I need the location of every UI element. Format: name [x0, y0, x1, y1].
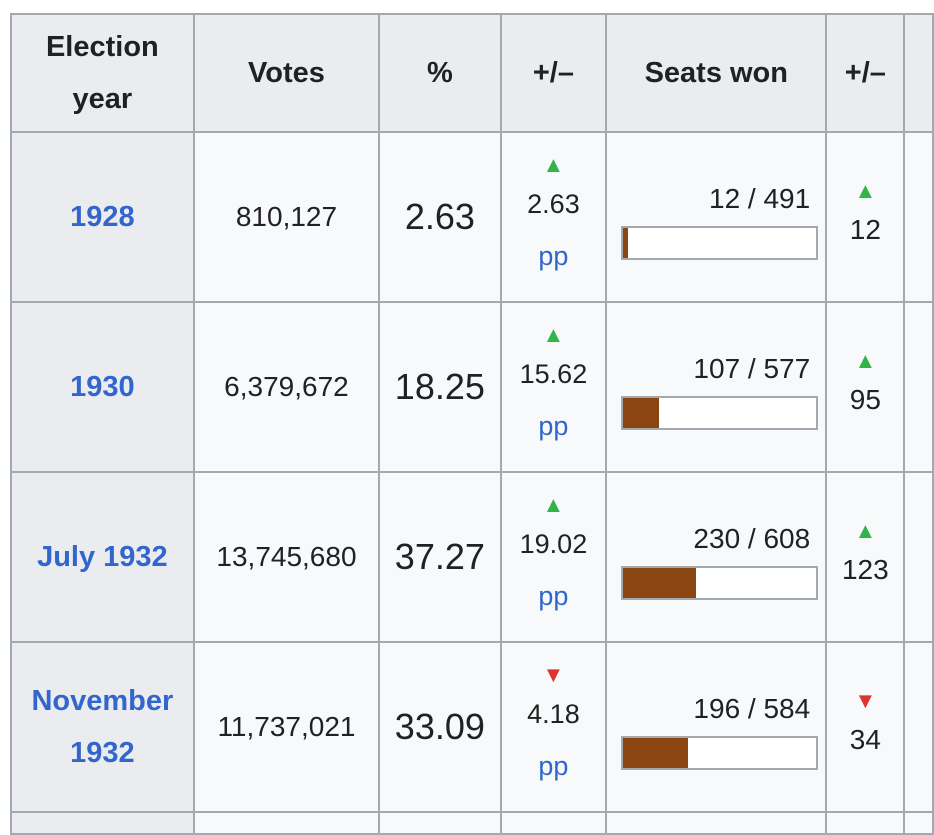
header-election-year-line1: Election: [45, 31, 159, 63]
partial-cell: [378, 811, 502, 835]
percent-change-cell: ▲ 15.62 pp: [499, 301, 608, 473]
header-row: Election year Votes % +/– Seats won +/–: [10, 13, 934, 133]
increase-arrow-icon: ▲: [542, 152, 565, 177]
seats-won-cell: 196 / 584: [605, 641, 828, 813]
election-year-text[interactable]: July 1932: [37, 541, 168, 573]
seat-change-value: 12: [849, 214, 881, 245]
seat-change-cell: ▲ 123: [825, 471, 906, 643]
votes-cell: 6,379,672: [192, 301, 381, 473]
seats-won-value: 12 / 491: [709, 183, 811, 214]
increase-arrow-icon: ▲: [854, 348, 877, 373]
percent-change-cell: ▲ 19.02 pp: [499, 471, 608, 643]
votes-cell: 11,737,021: [192, 641, 381, 813]
seats-bar: [621, 226, 819, 260]
header-votes[interactable]: Votes: [192, 13, 381, 133]
partial-cell: [192, 811, 381, 835]
seats-bar-fill: [623, 738, 689, 768]
percent-cell: 37.27: [378, 471, 502, 643]
header-election-year-line2: year: [72, 83, 133, 115]
partial-cell: [605, 811, 828, 835]
seat-change-cell: ▲ 12: [825, 131, 906, 303]
percent-change-value: 2.63: [527, 189, 580, 219]
cutoff-cell: [903, 471, 934, 643]
table-row: 1930 6,379,672 18.25 ▲ 15.62 pp 107 / 577 ▲ 95: [10, 301, 934, 473]
table-row: 1928 810,127 2.63 ▲ 2.63 pp 12 / 491 ▲ 12: [10, 131, 934, 303]
election-year-link[interactable]: July 1932: [10, 471, 195, 643]
percent-cell: 2.63: [378, 131, 502, 303]
seat-change-value: 34: [849, 724, 881, 755]
percent-change-cell: ▼ 4.18 pp: [499, 641, 608, 813]
seats-bar-fill: [623, 398, 660, 428]
decrease-arrow-icon: ▼: [542, 662, 565, 687]
election-year-link[interactable]: 1928: [10, 131, 195, 303]
seats-bar: [621, 566, 819, 600]
seat-change-cell: ▲ 95: [825, 301, 906, 473]
cutoff-cell: [903, 301, 934, 473]
header-seats-won[interactable]: Seats won: [605, 13, 828, 133]
seats-won-value: 230 / 608: [693, 523, 811, 554]
table-row: November 1932 11,737,021 33.09 ▼ 4.18 pp 196 / …: [10, 641, 934, 813]
increase-arrow-icon: ▲: [542, 322, 565, 347]
header-percent-change[interactable]: +/–: [499, 13, 608, 133]
percent-change-value: 4.18: [527, 699, 580, 729]
increase-arrow-icon: ▲: [854, 518, 877, 543]
seats-bar: [621, 396, 819, 430]
cutoff-cell: [903, 641, 934, 813]
election-year-link[interactable]: November 1932: [10, 641, 195, 813]
seats-won-cell: 230 / 608: [605, 471, 828, 643]
header-seat-change[interactable]: +/–: [825, 13, 906, 133]
partial-cell: [10, 811, 195, 835]
election-year-text[interactable]: 1930: [70, 371, 135, 403]
header-cutoff: [903, 13, 934, 133]
seat-change-cell: ▼ 34: [825, 641, 906, 813]
partial-cell: [499, 811, 608, 835]
percent-cell: 18.25: [378, 301, 502, 473]
seats-bar-fill: [623, 228, 628, 258]
election-year-link[interactable]: 1930: [10, 301, 195, 473]
seats-bar-fill: [623, 568, 697, 598]
partial-cell: [825, 811, 906, 835]
votes-cell: 13,745,680: [192, 471, 381, 643]
seat-change-value: 123: [841, 554, 889, 585]
header-percent[interactable]: %: [378, 13, 502, 133]
percent-change-value: 15.62: [519, 359, 588, 389]
seats-bar: [621, 736, 819, 770]
percent-change-value: 19.02: [519, 529, 588, 559]
increase-arrow-icon: ▲: [542, 492, 565, 517]
percentage-point-link[interactable]: pp: [538, 241, 569, 271]
percentage-point-link[interactable]: pp: [538, 581, 569, 611]
partial-cell: [903, 811, 934, 835]
increase-arrow-icon: ▲: [854, 178, 877, 203]
seats-won-cell: 12 / 491: [605, 131, 828, 303]
election-year-text[interactable]: 1928: [70, 201, 135, 233]
decrease-arrow-icon: ▼: [854, 688, 877, 713]
percentage-point-link[interactable]: pp: [538, 751, 569, 781]
seat-change-value: 95: [849, 384, 881, 415]
seats-won-value: 196 / 584: [693, 693, 811, 724]
election-results-table: Election year Votes % +/– Seats won +/– …: [10, 13, 934, 835]
table-row-partial: [10, 811, 934, 835]
cutoff-cell: [903, 131, 934, 303]
votes-cell: 810,127: [192, 131, 381, 303]
header-election-year[interactable]: Election year: [10, 13, 195, 133]
seats-won-value: 107 / 577: [693, 353, 811, 384]
election-year-text[interactable]: November: [31, 685, 174, 717]
election-year-text-line2[interactable]: 1932: [70, 737, 135, 769]
percent-cell: 33.09: [378, 641, 502, 813]
seats-won-cell: 107 / 577: [605, 301, 828, 473]
table-row: July 1932 13,745,680 37.27 ▲ 19.02 pp 230 / 60…: [10, 471, 934, 643]
percentage-point-link[interactable]: pp: [538, 411, 569, 441]
percent-change-cell: ▲ 2.63 pp: [499, 131, 608, 303]
